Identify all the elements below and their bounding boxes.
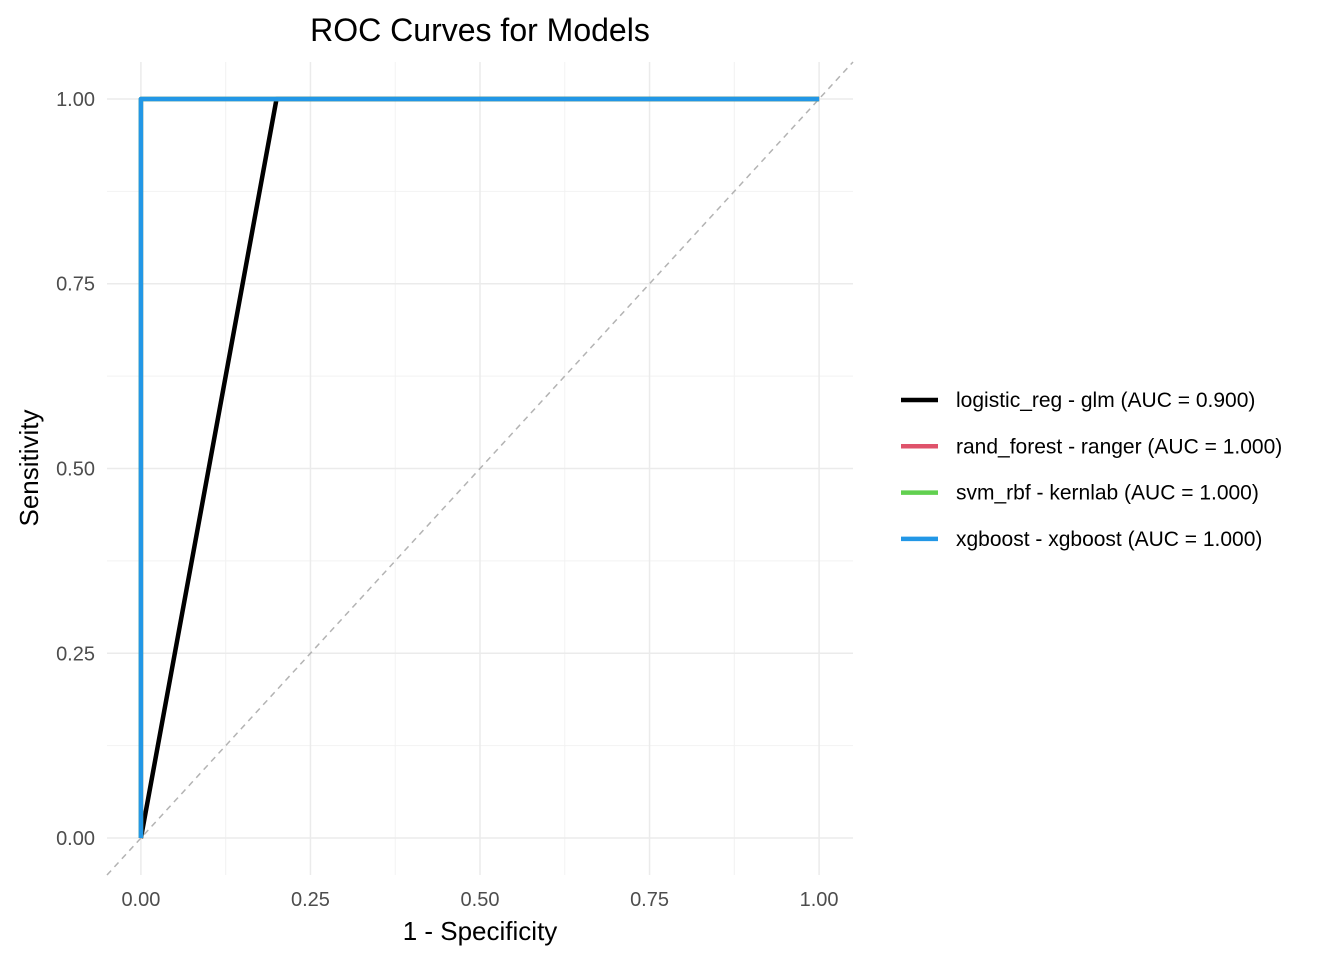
y-tick-label: 0.00 — [56, 828, 95, 850]
chart-title: ROC Curves for Models — [310, 12, 650, 48]
legend-label: svm_rbf - kernlab (AUC = 1.000) — [956, 482, 1259, 505]
y-tick-label: 0.25 — [56, 643, 95, 665]
reference-diagonal-line — [106, 61, 854, 876]
x-tick-label: 1.00 — [800, 889, 839, 911]
series-line-4 — [138, 96, 820, 839]
x-tick-label: 0.00 — [121, 889, 160, 911]
y-tick-labels: 0.00 0.25 0.50 0.75 1.00 — [56, 89, 95, 850]
y-tick-label: 1.00 — [56, 89, 95, 111]
legend: logistic_reg - glm (AUC = 0.900) rand_for… — [901, 389, 1282, 551]
legend-label: xgboost - xgboost (AUC = 1.000) — [956, 528, 1262, 551]
roc-series — [138, 96, 820, 839]
y-tick-label: 0.50 — [56, 459, 95, 481]
x-tick-label: 0.50 — [461, 889, 500, 911]
y-tick-label: 0.75 — [56, 274, 95, 296]
y-axis-title: Sensitivity — [14, 409, 44, 526]
legend-label: logistic_reg - glm (AUC = 0.900) — [956, 389, 1255, 412]
x-tick-label: 0.75 — [630, 889, 669, 911]
legend-label: rand_forest - ranger (AUC = 1.000) — [956, 435, 1282, 458]
x-axis-title: 1 - Specificity — [403, 916, 558, 946]
x-tick-labels: 0.00 0.25 0.50 0.75 1.00 — [121, 889, 838, 911]
x-tick-label: 0.25 — [291, 889, 330, 911]
